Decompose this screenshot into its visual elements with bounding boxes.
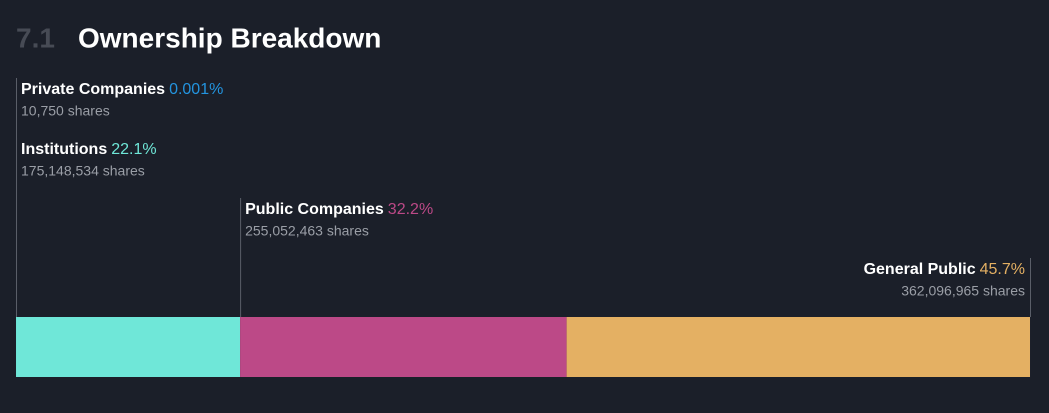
segment-name: General Public [864,261,976,278]
segment-shares: 175,148,534 shares [21,163,145,179]
segment-shares: 255,052,463 shares [245,223,369,239]
segment-percent: 0.001% [169,81,223,98]
bar-segment [240,317,567,377]
segment-name: Institutions [21,141,107,158]
segment-shares: 10,750 shares [21,103,110,119]
segment-shares: 362,096,965 shares [901,283,1025,299]
segment-percent: 32.2% [388,201,433,218]
segment-percent: 22.1% [111,141,156,158]
segment-label: Public Companies 32.2% [245,201,433,218]
segment-label: Private Companies 0.001% [21,81,223,98]
bar-segment [16,317,241,377]
segment-name: Private Companies [21,81,165,98]
segment-name: Public Companies [245,201,384,218]
bar-segment [566,317,1031,377]
segment-label: General Public 45.7% [864,261,1025,278]
segment-percent: 45.7% [980,261,1025,278]
chart-title: Ownership Breakdown [78,22,381,53]
segment-label: Institutions 22.1% [21,141,157,158]
section-number: 7.1 [16,22,55,53]
